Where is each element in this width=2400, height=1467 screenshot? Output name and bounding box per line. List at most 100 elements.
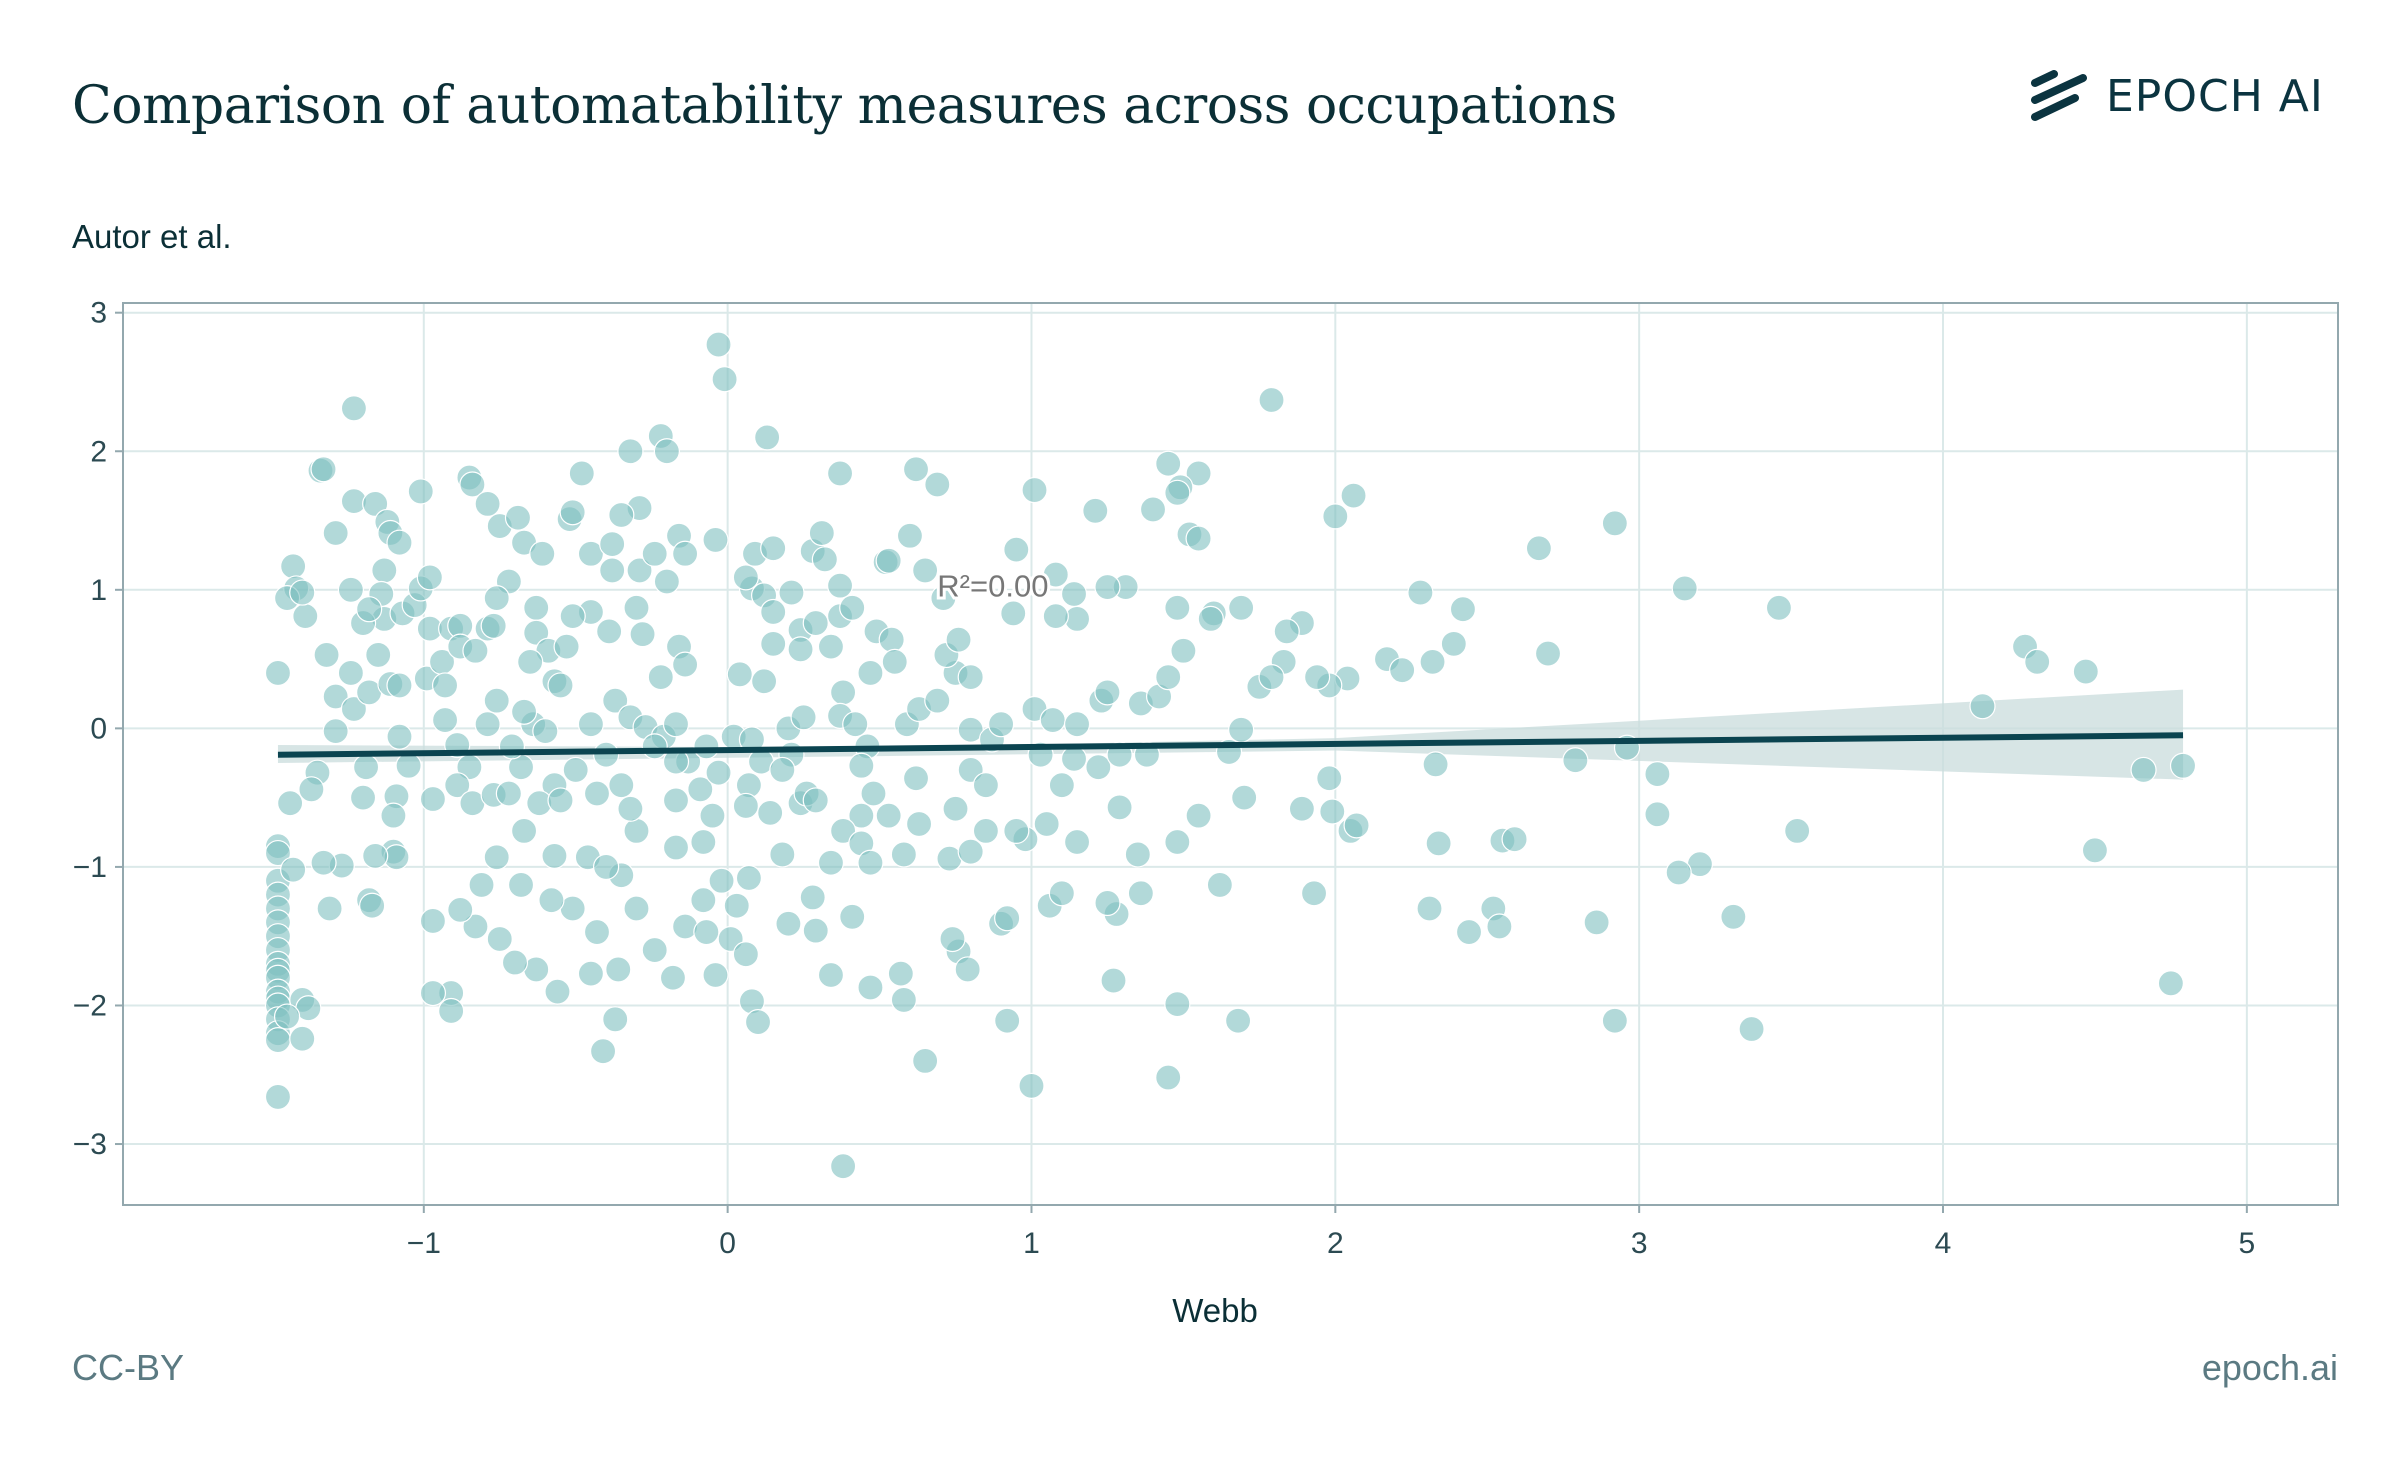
data-point: [726, 661, 753, 688]
data-point: [802, 787, 829, 814]
data-point: [787, 636, 814, 663]
data-point: [641, 936, 668, 964]
data-point: [1185, 525, 1212, 552]
data-point: [708, 867, 735, 894]
data-point: [1048, 880, 1075, 907]
x-tick-label: −1: [407, 1227, 441, 1260]
data-point: [583, 918, 611, 946]
data-point: [1316, 765, 1343, 792]
data-point: [1258, 664, 1285, 691]
data-point: [322, 683, 349, 710]
plot-frame: [122, 302, 2339, 1206]
data-point: [264, 659, 292, 687]
data-point: [1303, 664, 1331, 691]
data-point: [690, 887, 717, 914]
data-point: [629, 621, 656, 648]
data-point: [431, 706, 459, 734]
data-point: [757, 799, 784, 826]
data-point: [875, 547, 902, 574]
x-axis-label: Webb: [1172, 1292, 1258, 1329]
data-point: [1419, 648, 1446, 675]
data-point: [1155, 450, 1182, 477]
data-point: [1665, 859, 1692, 886]
site-link[interactable]: epoch.ai: [2201, 1347, 2338, 1388]
data-point: [857, 974, 884, 1001]
data-point: [1003, 817, 1030, 844]
data-point: [1021, 476, 1048, 504]
data-point: [875, 802, 902, 829]
x-tick-label: 1: [1023, 1227, 1040, 1260]
data-point: [386, 529, 413, 556]
epoch-ai-logo[interactable]: EPOCH AI: [2030, 70, 2324, 122]
data-point: [662, 787, 690, 814]
data-point: [881, 648, 908, 675]
data-point: [1094, 679, 1121, 706]
data-point: [902, 765, 930, 792]
data-point: [431, 672, 459, 699]
data-point: [778, 579, 805, 606]
data-point: [912, 557, 939, 584]
data-point: [280, 856, 307, 883]
data-point: [602, 1006, 629, 1033]
data-point: [1164, 990, 1191, 1018]
data-point: [1063, 828, 1091, 856]
data-point: [1228, 594, 1255, 621]
data-point: [1197, 605, 1224, 633]
regression-line-group: [277, 732, 2184, 758]
data-point: [808, 519, 835, 547]
data-point: [1085, 754, 1112, 781]
data-point: [1224, 1007, 1252, 1034]
data-point: [924, 471, 951, 498]
data-point: [562, 756, 589, 784]
data-point: [672, 651, 699, 678]
data-point: [617, 795, 644, 822]
data-point: [1185, 460, 1212, 487]
data-point: [1139, 496, 1167, 523]
data-point: [994, 1007, 1021, 1034]
data-point: [501, 949, 529, 976]
data-point: [711, 366, 738, 393]
data-point: [945, 626, 972, 653]
data-point: [547, 672, 574, 699]
data-point: [340, 395, 368, 422]
data-point: [972, 772, 1000, 799]
data-point: [653, 568, 680, 595]
data-point: [289, 1025, 316, 1052]
data-point: [1106, 794, 1133, 821]
data-point: [930, 585, 957, 612]
data-point: [1671, 575, 1698, 602]
data-point: [830, 1153, 857, 1180]
data-point: [298, 776, 325, 803]
data-point: [857, 659, 884, 687]
data-point: [1124, 841, 1151, 868]
x-tick-label: 3: [1631, 1227, 1648, 1260]
data-point: [416, 564, 443, 591]
data-point: [407, 478, 434, 505]
data-point: [817, 849, 845, 876]
data-point: [672, 540, 699, 567]
data-point: [769, 756, 796, 784]
data-point: [419, 785, 447, 813]
data-point: [608, 501, 635, 529]
data-point: [1100, 967, 1127, 994]
x-tick-label: 5: [2239, 1227, 2256, 1260]
data-point: [735, 864, 763, 892]
data-point: [599, 557, 626, 584]
data-point: [523, 619, 550, 646]
data-point: [362, 490, 389, 518]
data-point: [647, 664, 674, 691]
data-point: [1720, 903, 1747, 930]
data-point: [623, 895, 650, 922]
data-point: [532, 718, 559, 745]
data-point: [504, 504, 532, 531]
data-point: [1273, 618, 1300, 645]
data-point: [2169, 752, 2197, 779]
data-point: [559, 603, 586, 630]
data-point: [1048, 772, 1075, 799]
data-point: [468, 871, 495, 899]
x-tick-label: 4: [1935, 1227, 1952, 1260]
data-point: [510, 698, 538, 725]
data-point: [474, 711, 501, 738]
data-point: [359, 892, 386, 919]
data-point: [1060, 580, 1088, 608]
